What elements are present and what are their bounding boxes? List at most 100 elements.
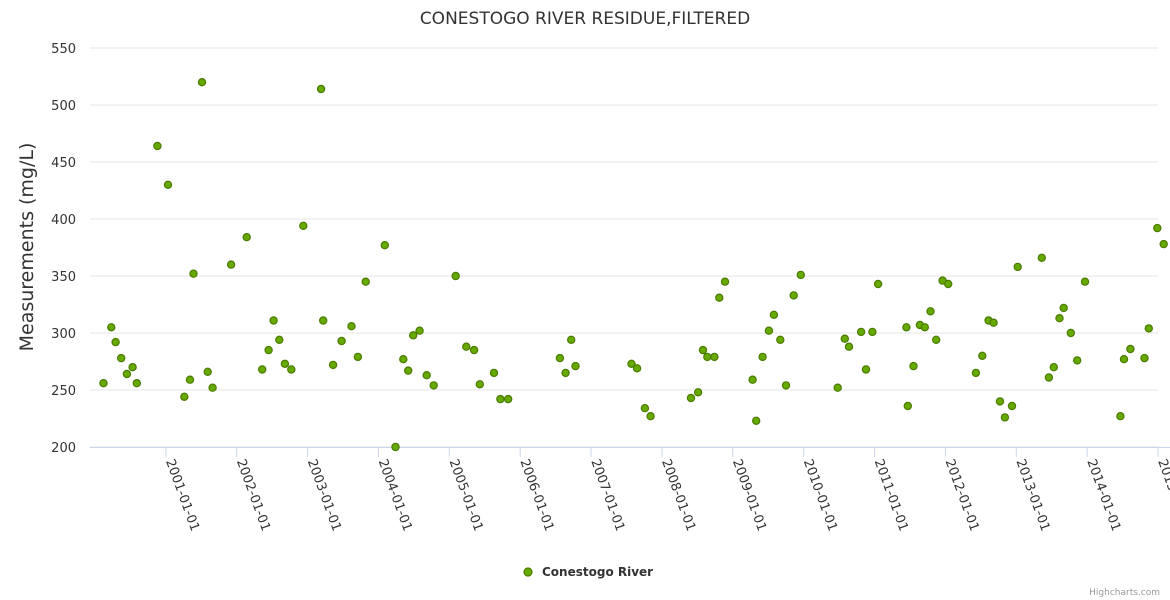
data-point[interactable] bbox=[328, 360, 338, 370]
data-point[interactable] bbox=[693, 388, 703, 397]
data-point[interactable] bbox=[337, 336, 346, 346]
data-point[interactable] bbox=[944, 279, 953, 289]
data-point[interactable] bbox=[451, 271, 460, 281]
data-point[interactable] bbox=[776, 335, 785, 344]
data-point[interactable] bbox=[1037, 253, 1047, 262]
data-point[interactable] bbox=[180, 392, 189, 401]
data-point[interactable] bbox=[208, 383, 217, 392]
data-point[interactable] bbox=[203, 367, 212, 376]
data-point[interactable] bbox=[361, 277, 370, 286]
data-point[interactable] bbox=[1144, 324, 1154, 333]
data-point[interactable] bbox=[1000, 413, 1010, 422]
data-point[interactable] bbox=[1140, 353, 1149, 363]
data-point[interactable] bbox=[258, 365, 267, 374]
data-point[interactable] bbox=[1119, 355, 1129, 364]
data-point[interactable] bbox=[861, 365, 871, 374]
data-point[interactable] bbox=[1066, 328, 1076, 338]
data-point[interactable] bbox=[1007, 401, 1017, 411]
data-point[interactable] bbox=[347, 322, 356, 331]
data-point[interactable] bbox=[686, 393, 696, 403]
data-point[interactable] bbox=[902, 323, 911, 332]
data-point[interactable] bbox=[1080, 277, 1090, 286]
data-point[interactable] bbox=[769, 310, 779, 319]
data-point[interactable] bbox=[1159, 239, 1168, 249]
data-point[interactable] bbox=[111, 337, 120, 347]
data-point[interactable] bbox=[926, 307, 935, 316]
data-point[interactable] bbox=[153, 141, 162, 151]
data-point[interactable] bbox=[1013, 262, 1022, 272]
data-point[interactable] bbox=[1072, 356, 1082, 365]
data-point[interactable] bbox=[640, 404, 650, 413]
data-point[interactable] bbox=[163, 180, 173, 189]
data-point[interactable] bbox=[989, 318, 998, 327]
data-point[interactable] bbox=[409, 331, 418, 340]
data-point[interactable] bbox=[107, 323, 116, 332]
data-point[interactable] bbox=[132, 379, 141, 388]
data-point[interactable] bbox=[469, 345, 479, 355]
data-point[interactable] bbox=[1044, 373, 1054, 382]
data-point[interactable] bbox=[789, 291, 798, 300]
data-point[interactable] bbox=[710, 352, 719, 362]
data-point[interactable] bbox=[698, 345, 708, 355]
data-point[interactable] bbox=[462, 342, 471, 351]
data-point[interactable] bbox=[571, 361, 580, 371]
legend[interactable]: Conestogo River bbox=[523, 565, 653, 579]
data-point[interactable] bbox=[703, 352, 712, 362]
data-point[interactable] bbox=[715, 293, 724, 302]
credits-link[interactable]: Highcharts.com bbox=[1089, 588, 1160, 598]
data-point[interactable] bbox=[504, 394, 513, 404]
data-point[interactable] bbox=[1116, 412, 1125, 421]
data-point[interactable] bbox=[764, 326, 774, 335]
data-point[interactable] bbox=[833, 383, 842, 392]
data-point[interactable] bbox=[978, 351, 987, 360]
data-point[interactable] bbox=[971, 368, 981, 378]
data-point[interactable] bbox=[189, 269, 198, 278]
data-point[interactable] bbox=[489, 368, 499, 378]
data-point[interactable] bbox=[758, 352, 767, 362]
data-point[interactable] bbox=[122, 369, 132, 379]
data-point[interactable] bbox=[185, 375, 195, 384]
data-point[interactable] bbox=[781, 381, 791, 390]
data-point[interactable] bbox=[840, 334, 850, 343]
data-point[interactable] bbox=[380, 240, 389, 250]
data-point[interactable] bbox=[99, 379, 108, 388]
data-point[interactable] bbox=[844, 342, 854, 351]
data-point[interactable] bbox=[932, 335, 941, 344]
data-point[interactable] bbox=[391, 442, 400, 452]
data-point[interactable] bbox=[748, 375, 757, 384]
data-point[interactable] bbox=[561, 368, 570, 378]
data-point[interactable] bbox=[1049, 363, 1059, 372]
data-point[interactable] bbox=[903, 401, 913, 411]
data-point[interactable] bbox=[567, 335, 576, 344]
data-point[interactable] bbox=[275, 335, 284, 344]
data-point[interactable] bbox=[319, 316, 328, 325]
data-point[interactable] bbox=[415, 326, 424, 335]
data-point[interactable] bbox=[873, 279, 883, 289]
data-point[interactable] bbox=[1055, 314, 1064, 323]
data-point[interactable] bbox=[1059, 303, 1068, 313]
data-point[interactable] bbox=[299, 221, 308, 230]
data-point[interactable] bbox=[796, 270, 806, 280]
data-point[interactable] bbox=[555, 353, 565, 363]
data-point[interactable] bbox=[909, 361, 918, 371]
data-point[interactable] bbox=[264, 345, 273, 355]
data-point[interactable] bbox=[1153, 223, 1162, 233]
data-point[interactable] bbox=[226, 260, 236, 269]
data-point[interactable] bbox=[287, 365, 296, 374]
data-point[interactable] bbox=[475, 380, 484, 389]
data-point[interactable] bbox=[429, 381, 438, 390]
data-point[interactable] bbox=[316, 84, 326, 94]
data-point[interactable] bbox=[280, 359, 290, 368]
scatter-points[interactable] bbox=[99, 77, 1168, 452]
data-point[interactable] bbox=[496, 394, 505, 404]
data-point[interactable] bbox=[399, 355, 408, 364]
data-point[interactable] bbox=[128, 363, 137, 372]
data-point[interactable] bbox=[868, 327, 877, 337]
data-point[interactable] bbox=[422, 371, 431, 380]
data-point[interactable] bbox=[353, 352, 363, 362]
data-point[interactable] bbox=[269, 316, 278, 325]
data-point[interactable] bbox=[116, 353, 126, 363]
data-point[interactable] bbox=[632, 364, 642, 373]
data-point[interactable] bbox=[242, 232, 251, 242]
data-point[interactable] bbox=[856, 327, 866, 337]
